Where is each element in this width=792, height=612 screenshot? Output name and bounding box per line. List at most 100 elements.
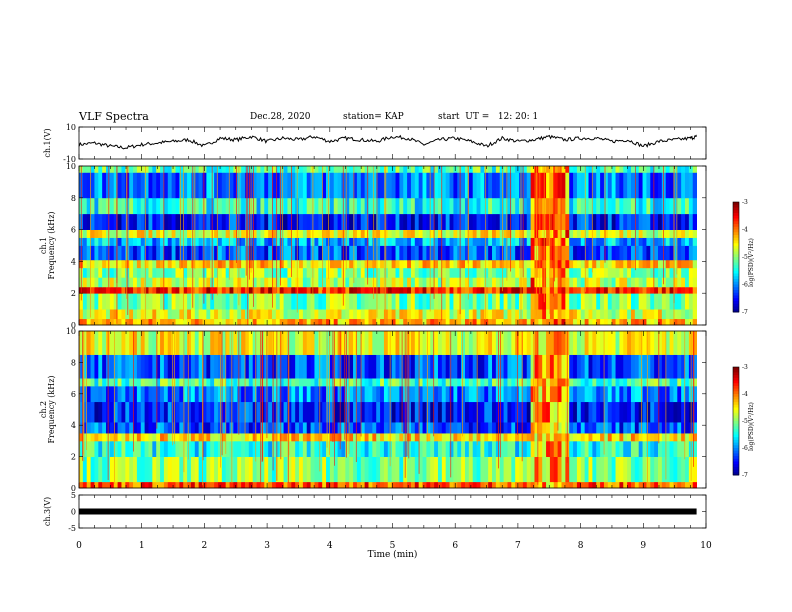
spectrogram-cell xyxy=(140,309,146,320)
spectrogram-cell xyxy=(569,385,574,403)
spectrogram-cell xyxy=(511,318,516,326)
spectrogram-cell xyxy=(160,440,165,457)
spectrogram-cell xyxy=(530,286,535,294)
spectrogram-cell xyxy=(569,318,574,326)
spectrogram-cell xyxy=(685,229,690,238)
spectrogram-cell xyxy=(256,286,261,294)
spectrogram-cell xyxy=(434,172,439,199)
spectrogram-cell xyxy=(546,378,551,387)
spectrogram-cell xyxy=(187,213,192,230)
spectrogram-cell xyxy=(553,245,559,261)
spectrogram-cell xyxy=(650,293,655,310)
spectrogram-cell xyxy=(642,237,647,246)
spectrogram-cell xyxy=(623,331,628,355)
spectrogram-cell xyxy=(549,422,555,434)
spectrogram-cell xyxy=(241,456,246,483)
spectrogram-cell xyxy=(98,172,103,199)
spectrogram-cell xyxy=(611,267,616,278)
colorbar-swatch xyxy=(733,298,739,302)
spectrogram-cell xyxy=(538,354,543,379)
spectrogram-cell xyxy=(287,172,292,199)
spectrogram-cell xyxy=(364,172,369,199)
spectrogram-cell xyxy=(356,440,362,457)
spectrogram-cell xyxy=(414,267,420,278)
spectrogram-cell xyxy=(445,237,450,246)
spectrogram-cell xyxy=(410,309,416,320)
spectrogram-cell xyxy=(557,378,562,387)
spectrogram-cell xyxy=(576,378,582,387)
spectrogram-cell xyxy=(391,166,396,173)
spectrogram-cell xyxy=(592,166,597,173)
spectrogram-cell xyxy=(627,354,632,379)
spectrogram-cell xyxy=(661,354,667,379)
spectrogram-cell xyxy=(256,166,261,173)
spectrogram-cell xyxy=(538,481,543,489)
spectrogram-cell xyxy=(86,378,91,387)
spectrogram-cell xyxy=(229,166,234,173)
spectrogram-cell xyxy=(665,318,670,326)
spectrogram-cell xyxy=(133,213,138,230)
spectrogram-cell xyxy=(183,440,188,457)
spectrogram-cell xyxy=(160,245,165,261)
spectrogram-cell xyxy=(283,197,288,215)
spectrogram-cell xyxy=(160,309,165,320)
spectrogram-cell xyxy=(499,267,504,278)
spectrogram-cell xyxy=(437,401,443,423)
spectrogram-cell xyxy=(673,277,678,288)
spectrogram-cell xyxy=(414,197,420,215)
spectrogram-cell xyxy=(549,172,555,199)
spectrogram-cell xyxy=(519,422,524,434)
spectrogram-cell xyxy=(117,440,122,457)
spectrogram-cell xyxy=(306,267,311,278)
spectrogram-cell xyxy=(260,237,265,246)
spectrogram-cell xyxy=(190,401,196,423)
spectrogram-cell xyxy=(152,286,157,294)
spectrogram-cell xyxy=(546,385,551,403)
spectrogram-cell xyxy=(692,440,697,457)
spectrogram-cell xyxy=(152,229,157,238)
spectrogram-cell xyxy=(499,440,504,457)
spectrogram-cell xyxy=(650,237,655,246)
spectrogram-cell xyxy=(314,166,319,173)
colorbar-swatch xyxy=(733,391,739,395)
spectrogram-cell xyxy=(345,385,350,403)
spectrogram-cell xyxy=(217,259,223,269)
spectrogram-cell xyxy=(437,309,443,320)
spectrogram-cell xyxy=(345,318,350,326)
spectrogram-cell xyxy=(248,378,254,387)
spectrogram-cell xyxy=(592,433,597,442)
spectrogram-cell xyxy=(90,213,95,230)
spectrogram-cell xyxy=(190,456,196,483)
spectrogram-cell xyxy=(619,286,624,294)
spectrogram-cell xyxy=(82,245,88,261)
spectrogram-cell xyxy=(160,197,165,215)
spectrogram-cell xyxy=(538,331,543,355)
spectrogram-cell xyxy=(283,331,288,355)
spectrogram-cell xyxy=(449,286,454,294)
spectrogram-cell xyxy=(329,166,335,173)
spectrogram-cell xyxy=(468,197,474,215)
spectrogram-cell xyxy=(318,309,323,320)
spectrogram-cell xyxy=(187,385,192,403)
spectrogram-cell xyxy=(98,422,103,434)
spectrogram-cell xyxy=(461,259,466,269)
spectrogram-cell xyxy=(615,259,620,269)
spectrogram-cell xyxy=(140,245,146,261)
spectrogram-cell xyxy=(310,456,315,483)
spectrogram-cell xyxy=(144,378,149,387)
spectrogram-cell xyxy=(109,267,115,278)
spectrogram-cell xyxy=(426,354,431,379)
spectrogram-cell xyxy=(634,166,640,173)
spectrogram-cell xyxy=(121,354,126,379)
spectrogram-cell xyxy=(380,456,385,483)
spectrogram-cell xyxy=(410,318,416,326)
spectrogram-cell xyxy=(217,456,223,483)
spectrogram-cell xyxy=(268,378,273,387)
spectrogram-cell xyxy=(387,229,393,238)
spectrogram-cell xyxy=(82,277,88,288)
spectrogram-cell xyxy=(376,481,381,489)
spectrogram-cell xyxy=(299,213,304,230)
spectrogram-cell xyxy=(449,318,454,326)
spectrogram-cell xyxy=(364,401,369,423)
spectrogram-cell xyxy=(314,318,319,326)
